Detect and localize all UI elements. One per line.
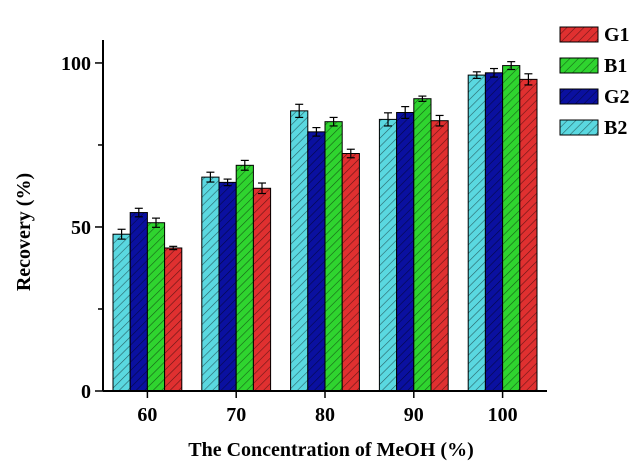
bar-B2-80 [290,110,309,392]
axes: 0 50 100 60 70 80 90 100 [61,40,547,426]
error-bar-B2-80 [295,103,304,119]
legend-item-G1: G1 [559,24,630,46]
legend: G1 B1 G2 B2 [559,24,630,139]
legend-item-B2: B2 [559,117,627,139]
x-tick-label: 100 [488,404,518,426]
error-bar-G2-80 [312,126,321,137]
error-bar-B2-70 [206,171,215,183]
legend-label: G1 [604,24,630,46]
legend-label: B1 [604,55,627,77]
bar-G2-70 [218,181,237,392]
bar-B1-90 [413,98,432,392]
error-bar-G2-70 [223,178,232,187]
bar-B2-90 [378,118,398,392]
x-tick-label: 90 [404,404,424,426]
x-tick-label: 70 [226,404,246,426]
error-bar-G1-60 [169,245,178,251]
y-axis-title: Recovery (%) [13,173,35,291]
error-bar-B2-90 [384,112,392,127]
error-bar-B1-100 [507,61,516,71]
error-bar-G1-70 [258,182,266,195]
bar-G2-60 [129,212,148,392]
legend-label: G2 [604,86,630,108]
bar-G1-90 [430,120,449,392]
bar-B2-100 [467,74,486,392]
x-axis-title: The Concentration of MeOH (%) [188,439,474,461]
bar-B2-60 [112,233,131,392]
legend-item-B1: B1 [559,55,627,77]
error-bar-B2-100 [472,71,481,79]
x-tick-label: 60 [137,404,157,426]
error-bar-G1-80 [346,148,355,159]
bar-G1-70 [252,187,272,392]
bar-G1-100 [519,78,538,392]
y-tick-label: 50 [71,217,91,239]
bar-B1-80 [324,121,343,392]
bar-G2-100 [484,72,504,392]
error-bar-G1-90 [435,114,444,127]
bar-G2-90 [396,111,415,392]
bar-B1-60 [146,222,166,392]
y-tick-label: 100 [61,53,91,75]
error-bar-B2-60 [117,228,126,240]
bar-B1-70 [235,164,254,392]
bar-B1-100 [502,65,521,392]
error-bar-B1-70 [240,159,249,171]
error-bar-G2-60 [134,207,143,218]
error-bar-B1-80 [329,116,338,127]
error-bar-G2-100 [490,67,498,78]
legend-label: B2 [604,117,627,139]
bar-G2-80 [307,131,326,392]
error-bar-B1-90 [418,95,427,102]
x-tick-label: 80 [315,404,335,426]
legend-item-G2: G2 [559,86,630,108]
y-tick-label: 0 [81,381,91,403]
error-bar-B1-60 [152,217,160,228]
bar-G1-60 [164,247,183,392]
bar-G1-80 [341,153,360,392]
plot-area [112,61,538,392]
error-bar-G1-100 [524,73,533,86]
error-bar-G2-90 [401,105,410,120]
bar-B2-70 [201,176,220,392]
